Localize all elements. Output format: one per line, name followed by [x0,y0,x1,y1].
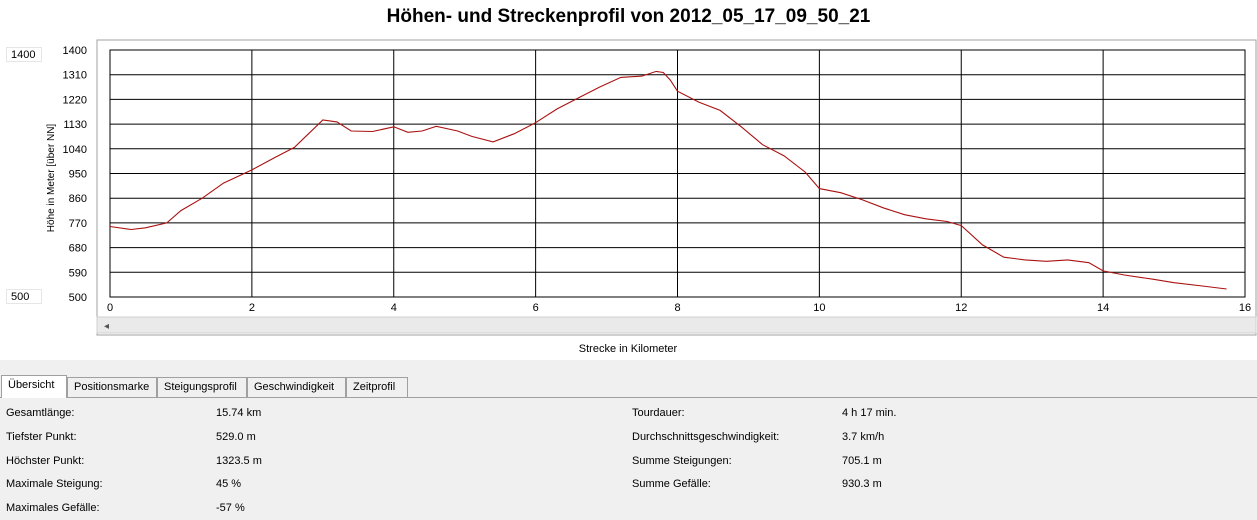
y-tick-label: 1130 [63,119,87,131]
stat-value-max-incline: 45 % [216,478,242,490]
elevation-chart: Höhen- und Streckenprofil von 2012_05_17… [0,0,1257,360]
tab-label: Übersicht [8,379,55,391]
stat-label-highest-point: Höchster Punkt: [6,455,85,467]
x-axis-label: Strecke in Kilometer [579,343,678,355]
y-tick-label: 1040 [63,144,87,156]
tab-label: Geschwindigkeit [254,381,335,393]
tab-bar: Übersicht Positionsmarke Steigungsprofil… [0,375,1257,398]
stat-value-tour-duration: 4 h 17 min. [842,407,897,419]
chart-svg: 500 590 680 770 860 950 1040 1130 1220 1310 1400 0 2… [46,39,1257,355]
y-tick-label: 1400 [63,45,87,57]
stat-value-lowest-point: 529.0 m [216,431,256,443]
tab-steigungsprofil[interactable]: Steigungsprofil [157,377,247,397]
stat-value-total-descent: 930.3 m [842,478,882,490]
x-tick-label: 8 [674,302,680,314]
stat-value-highest-point: 1323.5 m [216,455,262,467]
y-tick-label: 1310 [63,70,87,82]
stat-label-avg-speed: Durchschnittsgeschwindigkeit: [632,431,780,443]
stat-label-max-decline: Maximales Gefälle: [6,502,100,514]
y-tick-label: 950 [69,169,87,181]
stat-label-lowest-point: Tiefster Punkt: [6,431,77,443]
tab-label: Zeitprofil [353,381,396,393]
y-tick-label: 590 [69,267,87,279]
min-height-input[interactable]: 500 [6,289,42,304]
tab-geschwindigkeit[interactable]: Geschwindigkeit [247,377,346,397]
stat-value-total-length: 15.74 km [216,407,262,419]
stat-value-total-ascent: 705.1 m [842,455,882,467]
stat-label-total-ascent: Summe Steigungen: [632,455,732,467]
x-tick-label: 2 [249,302,255,314]
x-tick-label: 6 [533,302,539,314]
tab-label: Steigungsprofil [164,381,237,393]
x-tick-label: 14 [1097,302,1109,314]
stat-label-total-descent: Summe Gefälle: [632,478,711,490]
y-axis-label: Höhe in Meter [über NN] [46,124,57,233]
tab-label: Positionsmarke [74,381,150,393]
y-tick-label: 1220 [63,94,87,106]
y-tick-label: 500 [69,292,87,304]
summary-panel: Gesamtlänge: 15.74 km Tiefster Punkt: 52… [0,400,1257,520]
x-tick-label: 16 [1239,302,1251,314]
scroll-left-icon: ◂ [104,321,109,332]
x-tick-label: 10 [813,302,825,314]
y-tick-label: 680 [69,243,87,255]
x-tick-label: 12 [955,302,967,314]
stat-value-avg-speed: 3.7 km/h [842,431,885,443]
y-tick-label: 860 [69,193,87,205]
tab-uebersicht[interactable]: Übersicht [1,375,67,398]
horizontal-scrollbar[interactable] [96,316,1257,334]
x-tick-label: 4 [391,302,397,314]
tab-zeitprofil[interactable]: Zeitprofil [346,377,408,397]
stat-label-total-length: Gesamtlänge: [6,407,75,419]
tab-positionsmarke[interactable]: Positionsmarke [67,377,157,397]
x-tick-label: 0 [107,302,113,314]
max-height-input[interactable]: 1400 [6,47,42,62]
stat-label-tour-duration: Tourdauer: [632,407,685,419]
stat-label-max-incline: Maximale Steigung: [6,478,103,490]
elevation-line [109,70,1227,290]
y-tick-label: 770 [69,218,87,230]
chart-title: Höhen- und Streckenprofil von 2012_05_17… [386,6,871,27]
stat-value-max-decline: -57 % [216,502,245,514]
